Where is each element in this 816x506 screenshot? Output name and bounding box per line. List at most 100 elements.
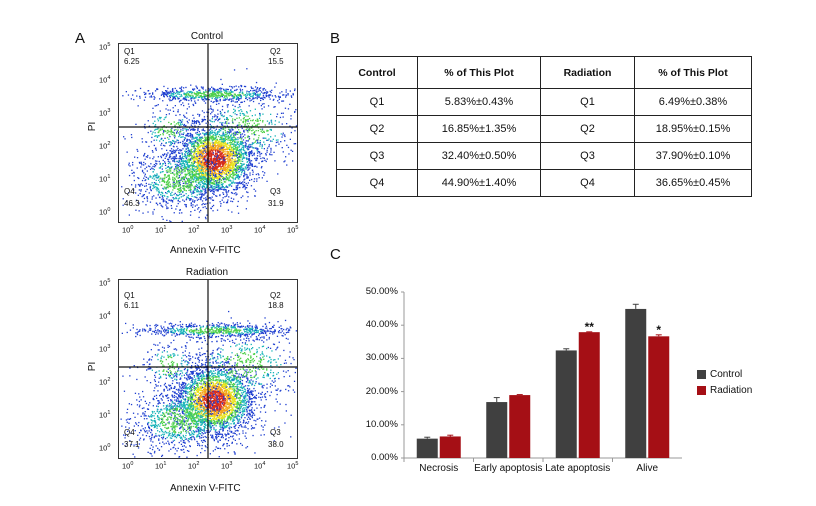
event-dot [242,121,244,124]
event-dot [176,165,178,167]
event-dot [208,151,210,153]
event-dot [174,137,176,139]
event-dot [182,178,184,180]
event-dot [281,136,283,138]
event-dot [209,188,211,191]
event-dot [141,164,143,166]
event-dot [228,176,230,178]
event-dot [205,169,207,172]
event-dot [153,98,155,100]
event-dot [226,165,229,167]
event-dot [189,139,192,142]
event-dot [209,161,211,163]
event-dot [199,175,202,177]
event-dot [268,94,270,96]
event-dot [236,160,238,162]
event-dot [187,122,189,124]
event-dot [192,200,194,203]
event-dot [164,195,166,197]
event-dot [154,97,156,99]
event-dot [166,186,169,188]
event-dot [256,142,258,145]
event-dot [250,93,252,95]
event-dot [197,157,200,160]
event-dot [170,148,173,150]
event-dot [226,152,229,154]
event-dot [196,183,198,186]
event-dot [198,193,200,195]
event-dot [167,202,169,204]
event-dot [123,136,125,138]
event-dot [164,175,166,177]
event-dot [146,170,148,172]
event-dot [198,92,200,94]
event-dot [254,390,256,392]
event-dot [217,169,220,171]
event-dot [162,132,164,135]
event-dot [202,132,204,134]
event-dot [195,196,197,198]
event-dot [164,117,166,119]
event-dot [277,95,280,97]
event-dot [274,135,276,137]
event-dot [236,117,238,119]
event-dot [260,434,262,436]
event-dot [141,179,144,182]
event-dot [191,173,193,175]
event-dot [227,199,229,201]
event-dot [233,145,235,147]
event-dot [141,138,143,140]
event-dot [245,168,247,170]
event-dot [233,159,235,161]
event-dot [211,97,213,99]
event-dot [192,190,194,192]
event-dot [210,152,213,154]
event-dot [163,95,165,97]
event-dot [194,144,196,147]
event-dot [218,157,220,159]
event-dot [241,153,243,155]
event-dot [205,91,207,93]
event-dot [245,95,247,98]
event-dot [180,94,182,96]
event-dot [162,197,164,199]
event-dot [233,166,235,169]
event-dot [195,92,197,94]
event-dot [194,173,196,176]
event-dot [166,92,169,94]
event-dot [251,130,253,132]
event-dot [204,191,206,193]
event-dot [233,410,236,412]
event-dot [229,136,231,138]
event-dot [269,94,272,96]
event-dot [213,147,215,149]
event-dot [238,160,240,162]
event-dot [236,188,238,190]
event-dot [232,173,234,175]
event-dot [236,141,238,143]
event-dot [213,186,215,188]
event-dot [220,167,223,169]
flow-plot-control: Q1 6.25 Q2 15.5 Q4 46.3 Q3 31.9 [118,43,298,223]
event-dot [246,177,248,179]
event-dot [228,145,231,147]
event-dot [162,163,164,165]
event-dot [269,98,271,100]
event-dot [191,155,193,157]
event-dot [185,124,187,127]
event-dot [250,428,253,430]
event-dot [223,156,225,158]
event-dot [242,135,244,138]
event-dot [246,99,249,101]
event-dot [154,116,156,118]
event-dot [158,167,161,169]
event-dot [173,173,175,175]
event-dot [227,137,230,140]
event-dot [232,95,234,97]
event-dot [152,211,154,213]
event-dot [257,148,259,150]
event-dot [179,87,181,89]
event-dot [218,158,220,160]
event-dot [248,93,251,95]
event-dot [222,186,224,188]
